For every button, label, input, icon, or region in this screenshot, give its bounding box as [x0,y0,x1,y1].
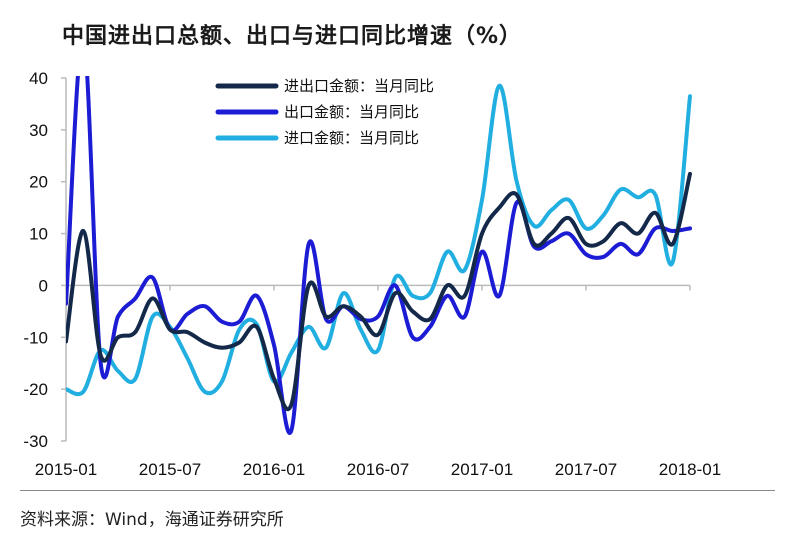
x-tick-label: 2015-01 [35,460,97,479]
source-note: 资料来源：Wind，海通证券研究所 [20,510,284,530]
x-tick-label: 2016-07 [347,460,409,479]
y-tick-label: 20 [29,173,48,192]
legend-label: 进口金额：当月同比 [284,129,419,147]
y-tick-label: -30 [23,432,48,451]
y-tick-label: 40 [29,69,48,88]
legend-label: 出口金额：当月同比 [284,103,419,121]
x-tick-label: 2018-01 [659,460,721,479]
x-tick-label: 2017-01 [451,460,513,479]
y-tick-label: 0 [39,276,48,295]
chart-axes: 40 30 20 10 0 -10 -20 -30 2015-01 2015-07 2016-01 2… [23,69,721,479]
series-total-line [66,171,692,412]
x-tick-label: 2016-01 [243,460,305,479]
legend-label: 进出口金额：当月同比 [284,77,434,95]
x-tick-label: 2017-07 [555,460,617,479]
y-tick-label: 10 [29,225,48,244]
source-divider [20,490,775,491]
y-tick-label: -20 [23,380,48,399]
y-tick-label: -10 [23,328,48,347]
chart-title: 中国进出口总额、出口与进口同比增速（%） [62,24,523,49]
series-layer [66,76,692,435]
x-tick-label: 2015-07 [139,460,201,479]
y-tick-label: 30 [29,121,48,140]
